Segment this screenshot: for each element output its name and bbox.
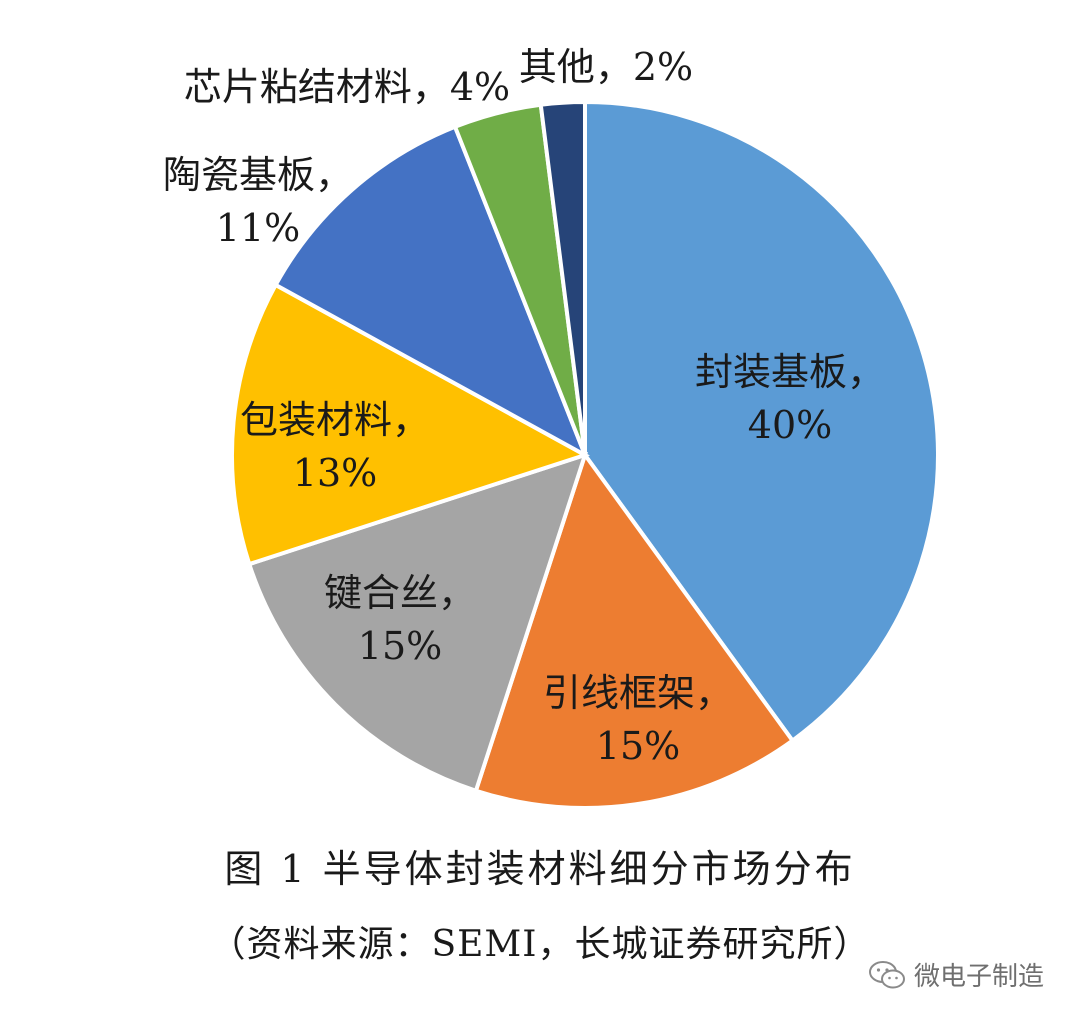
slice-value-ceramic-substrate: 11% (216, 206, 300, 250)
pie-chart: 封装基板， 40% 引线框架， 15% 键合丝， 15% 包装材料， 13% 陶瓷基板， 11% 芯… (163, 45, 940, 810)
wechat-icon (868, 960, 905, 988)
slice-value-substrate: 40% (748, 403, 832, 447)
slice-value-lead-frame: 15% (596, 724, 680, 768)
figure-caption: 图 1 半导体封装材料细分市场分布 (224, 847, 856, 891)
slice-label-substrate: 封装基板， (695, 350, 885, 394)
slice-label-ceramic-substrate: 陶瓷基板， (163, 153, 353, 197)
slice-label-other: 其他，2% (519, 45, 693, 89)
slice-label-die-attach: 芯片粘结材料，4% (184, 65, 510, 109)
slice-label-bonding-wire: 键合丝， (324, 571, 476, 615)
pie-slice-substrate (583, 99, 940, 744)
pie-slice-ceramic-substrate (272, 124, 589, 460)
figure-source: （资料来源：SEMI，长城证券研究所） (209, 924, 871, 965)
slice-value-packaging-material: 13% (293, 451, 377, 495)
pie-slice-lead-frame (473, 450, 796, 810)
slice-label-packaging-material: 包装材料， (240, 398, 430, 442)
slice-value-bonding-wire: 15% (358, 624, 442, 668)
pie-slice-bonding-wire (246, 451, 589, 794)
watermark: 微电子制造 (868, 956, 1044, 993)
slice-label-lead-frame: 引线框架， (543, 671, 733, 715)
pie-labels: 封装基板， 40% 引线框架， 15% 键合丝， 15% 包装材料， 13% 陶瓷基板， 11% 芯… (163, 45, 885, 768)
pie-slice-packaging-material (230, 282, 591, 567)
watermark-text: 微电子制造 (913, 962, 1044, 992)
pie-slice-other (538, 99, 587, 456)
pie-slices (230, 99, 940, 810)
